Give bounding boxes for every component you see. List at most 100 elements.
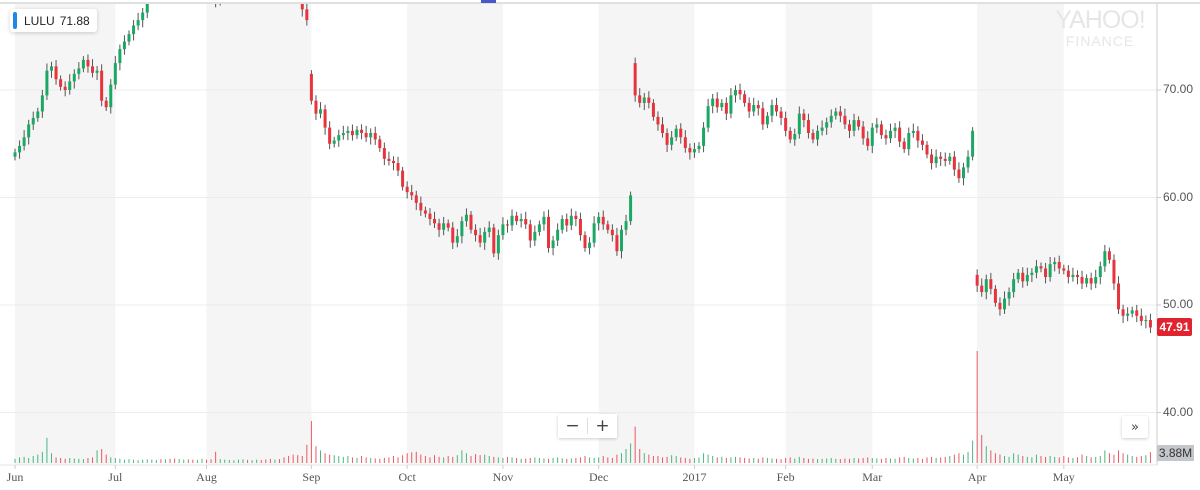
candle-body[interactable] xyxy=(765,115,769,125)
candle-body[interactable] xyxy=(132,25,136,35)
candle-body[interactable] xyxy=(31,117,35,125)
candle-body[interactable] xyxy=(720,102,724,108)
candle-body[interactable] xyxy=(478,235,482,243)
candle-body[interactable] xyxy=(547,216,551,249)
candle-body[interactable] xyxy=(930,154,934,164)
candle-body[interactable] xyxy=(989,279,993,289)
candle-body[interactable] xyxy=(866,138,870,146)
candle-body[interactable] xyxy=(122,41,126,50)
candle-body[interactable] xyxy=(984,279,988,293)
candle-body[interactable] xyxy=(770,105,774,116)
candle-body[interactable] xyxy=(879,124,883,136)
candle-body[interactable] xyxy=(688,148,692,153)
candle-body[interactable] xyxy=(145,0,149,13)
candle-body[interactable] xyxy=(597,216,601,224)
candle-body[interactable] xyxy=(113,63,117,85)
candle-body[interactable] xyxy=(328,127,332,144)
candle-body[interactable] xyxy=(519,219,523,222)
candle-body[interactable] xyxy=(1085,278,1089,284)
candle-body[interactable] xyxy=(651,102,655,117)
candle-body[interactable] xyxy=(314,100,318,114)
candle-body[interactable] xyxy=(1003,298,1007,310)
candle-body[interactable] xyxy=(100,70,104,101)
candle-body[interactable] xyxy=(806,120,810,133)
candle-body[interactable] xyxy=(775,105,779,112)
candle-body[interactable] xyxy=(610,229,614,236)
candle-body[interactable] xyxy=(1103,251,1107,267)
candle-body[interactable] xyxy=(487,227,491,232)
candle-body[interactable] xyxy=(1135,310,1139,316)
candle-body[interactable] xyxy=(387,158,391,161)
candle-body[interactable] xyxy=(1112,259,1116,284)
candle-body[interactable] xyxy=(373,133,377,140)
candle-body[interactable] xyxy=(382,148,386,159)
candle-body[interactable] xyxy=(998,302,1002,310)
candle-body[interactable] xyxy=(496,235,500,254)
candle-body[interactable] xyxy=(733,90,737,96)
candle-body[interactable] xyxy=(118,49,122,64)
candle-body[interactable] xyxy=(843,115,847,125)
candle-body[interactable] xyxy=(72,73,76,82)
candle-body[interactable] xyxy=(670,137,674,145)
candle-body[interactable] xyxy=(428,213,432,219)
candle-body[interactable] xyxy=(86,59,90,67)
candle-body[interactable] xyxy=(619,229,623,252)
candle-body[interactable] xyxy=(1057,262,1061,269)
candle-body[interactable] xyxy=(852,120,856,131)
candle-body[interactable] xyxy=(1144,320,1148,322)
candle-body[interactable] xyxy=(1094,277,1098,284)
candle-body[interactable] xyxy=(1034,266,1038,273)
candle-body[interactable] xyxy=(893,127,897,131)
candle-body[interactable] xyxy=(214,0,217,2)
candle-body[interactable] xyxy=(1062,268,1066,271)
candle-body[interactable] xyxy=(396,163,400,171)
candle-body[interactable] xyxy=(305,9,309,21)
candle-body[interactable] xyxy=(1148,320,1152,328)
candle-body[interactable] xyxy=(13,152,17,157)
candle-body[interactable] xyxy=(943,158,947,161)
candle-body[interactable] xyxy=(743,94,747,103)
candle-body[interactable] xyxy=(109,84,113,108)
candle-body[interactable] xyxy=(902,141,906,150)
candle-body[interactable] xyxy=(341,133,345,136)
candle-body[interactable] xyxy=(1117,283,1121,310)
candle-body[interactable] xyxy=(77,68,81,74)
candle-body[interactable] xyxy=(738,90,742,95)
candle-body[interactable] xyxy=(816,130,820,140)
candle-body[interactable] xyxy=(36,111,40,118)
candle-body[interactable] xyxy=(715,98,719,108)
candle-body[interactable] xyxy=(898,127,902,142)
candle-body[interactable] xyxy=(91,66,95,73)
candle-body[interactable] xyxy=(360,129,364,133)
candle-body[interactable] xyxy=(592,223,596,243)
candle-body[interactable] xyxy=(346,130,350,133)
candle-body[interactable] xyxy=(679,128,683,138)
candle-body[interactable] xyxy=(569,215,573,226)
candle-body[interactable] xyxy=(948,156,952,161)
candle-body[interactable] xyxy=(638,95,642,103)
candle-body[interactable] xyxy=(451,227,455,243)
candle-body[interactable] xyxy=(838,111,842,116)
zoom-out-button[interactable]: − xyxy=(558,414,587,438)
candle-body[interactable] xyxy=(1080,277,1084,284)
candle-body[interactable] xyxy=(464,214,468,222)
candle-body[interactable] xyxy=(1039,266,1043,269)
candle-body[interactable] xyxy=(469,214,473,230)
candle-body[interactable] xyxy=(847,124,851,131)
candle-body[interactable] xyxy=(711,98,715,107)
candle-body[interactable] xyxy=(319,109,323,114)
candle-body[interactable] xyxy=(779,111,783,118)
candle-body[interactable] xyxy=(401,170,405,187)
candle-body[interactable] xyxy=(1025,274,1029,282)
candle-body[interactable] xyxy=(533,231,537,241)
candle-body[interactable] xyxy=(857,120,861,127)
candle-body[interactable] xyxy=(542,216,546,225)
candle-body[interactable] xyxy=(515,215,519,222)
candle-body[interactable] xyxy=(916,130,920,141)
candle-body[interactable] xyxy=(556,229,560,241)
candle-body[interactable] xyxy=(300,0,304,10)
candle-body[interactable] xyxy=(1007,292,1011,299)
candle-body[interactable] xyxy=(68,81,72,90)
candle-body[interactable] xyxy=(661,124,665,133)
candle-body[interactable] xyxy=(578,219,582,236)
